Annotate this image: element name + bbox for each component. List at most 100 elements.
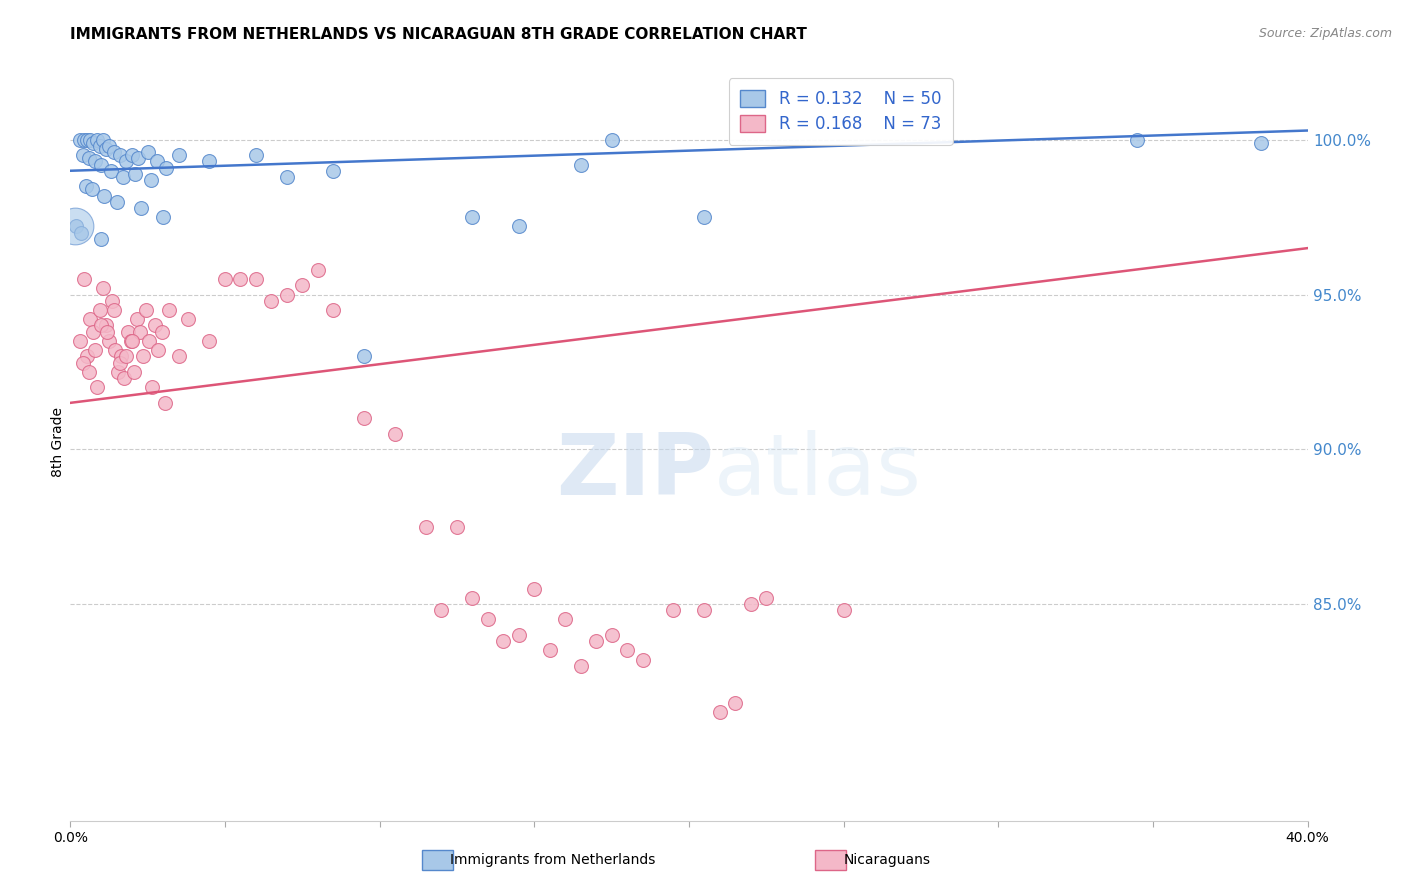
Point: [709, 706, 731, 720]
Point: [125, 312, 148, 326]
Point: [139, 173, 162, 187]
Point: [554, 612, 576, 626]
Point: [91, 281, 114, 295]
Point: [322, 163, 344, 178]
Point: [755, 591, 778, 605]
Point: [77, 365, 100, 379]
Point: [693, 603, 716, 617]
Text: atlas: atlas: [714, 430, 922, 514]
Point: [73, 133, 96, 147]
Point: [132, 350, 155, 364]
Point: [740, 597, 762, 611]
Point: [724, 696, 747, 710]
Point: [90, 157, 112, 171]
Point: [214, 272, 236, 286]
Point: [98, 334, 120, 348]
Point: [384, 426, 406, 441]
Point: [120, 334, 142, 348]
Point: [145, 318, 167, 333]
Point: [108, 356, 131, 370]
Point: [461, 210, 484, 224]
Point: [75, 179, 97, 194]
Point: [114, 371, 135, 385]
Point: [91, 133, 114, 147]
Point: [98, 139, 120, 153]
Point: [127, 152, 149, 166]
Point: [129, 325, 152, 339]
Point: [155, 161, 177, 175]
Point: [276, 169, 298, 184]
Point: [104, 343, 127, 358]
Point: [353, 350, 375, 364]
Point: [79, 312, 101, 326]
Point: [291, 278, 314, 293]
Point: [86, 380, 108, 394]
Point: [538, 643, 561, 657]
Point: [631, 653, 654, 667]
Point: [138, 334, 160, 348]
Point: [82, 325, 105, 339]
Point: [122, 365, 145, 379]
Point: [148, 343, 170, 358]
Point: [415, 519, 437, 533]
Point: [94, 318, 117, 333]
Point: [141, 380, 163, 394]
Point: [124, 167, 146, 181]
Point: [260, 293, 283, 308]
Text: IMMIGRANTS FROM NETHERLANDS VS NICARAGUAN 8TH GRADE CORRELATION CHART: IMMIGRANTS FROM NETHERLANDS VS NICARAGUA…: [70, 27, 807, 42]
Point: [105, 194, 128, 209]
Point: [167, 350, 190, 364]
Point: [76, 350, 98, 364]
Point: [77, 152, 100, 166]
Point: [121, 334, 143, 348]
Point: [146, 154, 169, 169]
Point: [80, 182, 103, 196]
Point: [569, 659, 592, 673]
Point: [69, 133, 91, 147]
Point: [245, 148, 267, 162]
Point: [569, 157, 592, 171]
Point: [100, 163, 122, 178]
Point: [353, 411, 375, 425]
Point: [117, 325, 139, 339]
Point: [477, 612, 499, 626]
Point: [585, 634, 607, 648]
Point: [89, 303, 111, 318]
Point: [108, 148, 131, 162]
Point: [103, 303, 125, 318]
Point: [1126, 133, 1149, 147]
Point: [153, 396, 176, 410]
Point: [111, 169, 134, 184]
Point: [72, 148, 94, 162]
Point: [461, 591, 484, 605]
Point: [152, 210, 174, 224]
Point: [79, 133, 101, 147]
Point: [84, 154, 107, 169]
Point: [600, 628, 623, 642]
Point: [150, 325, 173, 339]
Point: [322, 303, 344, 318]
Point: [115, 350, 138, 364]
Point: [177, 312, 200, 326]
Point: [446, 519, 468, 533]
Point: [832, 603, 855, 617]
Point: [76, 133, 98, 147]
Point: [121, 148, 143, 162]
Point: [245, 272, 267, 286]
Point: [115, 154, 138, 169]
Point: [131, 201, 153, 215]
Point: [89, 139, 111, 153]
Text: Nicaraguans: Nicaraguans: [844, 853, 931, 867]
Point: [90, 232, 112, 246]
Point: [600, 133, 623, 147]
Point: [523, 582, 546, 596]
Point: [1250, 136, 1272, 150]
Point: [276, 287, 298, 301]
Point: [492, 634, 515, 648]
Point: [693, 210, 716, 224]
Y-axis label: 8th Grade: 8th Grade: [51, 407, 65, 476]
Point: [198, 154, 221, 169]
Point: [110, 350, 132, 364]
Point: [82, 136, 105, 150]
Point: [63, 219, 86, 234]
